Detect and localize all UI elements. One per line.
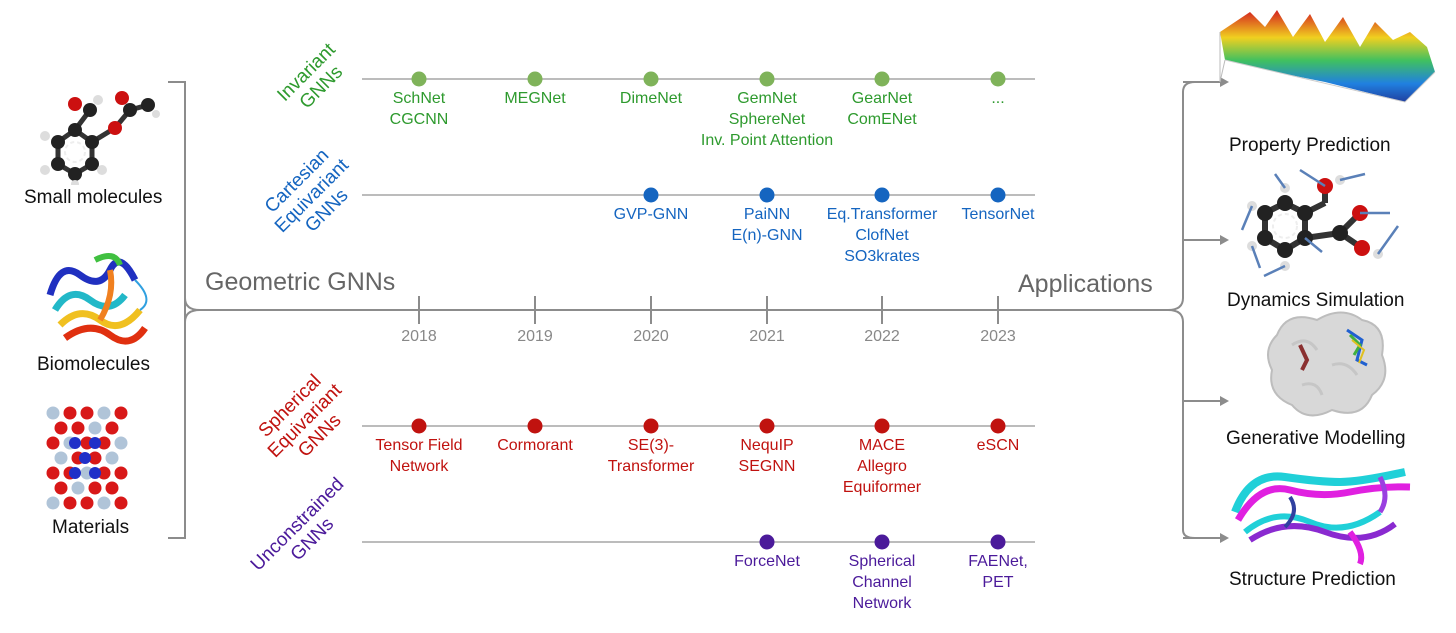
model-label-invariant-2020: DimeNet <box>619 90 683 107</box>
model-label-cartesian-2023: TensorNet <box>961 206 1035 223</box>
application-arrows <box>1183 77 1229 543</box>
timeline-dot-invariant-2018 <box>411 71 427 87</box>
model-label-invariant-2022: GearNet ComENet <box>847 90 917 128</box>
timeline-dot-spherical-2019 <box>527 418 543 434</box>
left-section-title: Geometric GNNs <box>205 268 396 296</box>
timeline-dot-cartesian-2021 <box>759 187 775 203</box>
timeline-dot-unconstrained-2022 <box>874 534 890 550</box>
molecule-forces-icon <box>1240 168 1405 280</box>
timeline-dot-invariant-2019 <box>527 71 543 87</box>
category-lanes <box>362 71 1035 550</box>
model-label-spherical-2020: SE(3)- Transformer <box>607 437 695 475</box>
model-label-invariant-2023: ... <box>991 90 1005 107</box>
protein-ribbon-icon <box>40 250 160 345</box>
input-label-materials: Materials <box>52 517 130 538</box>
app-label-dynamics-simulation: Dynamics Simulation <box>1227 290 1405 311</box>
app-label-generative-modelling: Generative Modelling <box>1226 428 1406 449</box>
year-label-2018: 2018 <box>401 328 437 345</box>
timeline-dot-unconstrained-2023 <box>990 534 1006 550</box>
left-bracket <box>168 81 186 539</box>
model-label-spherical-2023: eSCN <box>976 437 1020 454</box>
year-label-2019: 2019 <box>517 328 553 345</box>
app-label-property-prediction: Property Prediction <box>1229 135 1391 156</box>
timeline-dot-invariant-2021 <box>759 71 775 87</box>
app-label-structure-prediction: Structure Prediction <box>1229 569 1396 590</box>
timeline-dot-spherical-2021 <box>759 418 775 434</box>
model-label-unconstrained-2022: Spherical Channel Network <box>848 553 916 612</box>
application-arrowhead-0 <box>1220 77 1229 87</box>
molecule-icon <box>30 90 160 188</box>
application-arrowhead-1 <box>1220 235 1229 245</box>
model-label-invariant-2019: MEGNet <box>504 90 566 107</box>
timeline-dot-unconstrained-2021 <box>759 534 775 550</box>
year-label-2021: 2021 <box>749 328 785 345</box>
timeline-dot-spherical-2023 <box>990 418 1006 434</box>
timeline-dot-invariant-2023 <box>990 71 1006 87</box>
model-label-cartesian-2020: GVP-GNN <box>613 206 689 223</box>
timeline-dot-cartesian-2022 <box>874 187 890 203</box>
right-section-title: Applications <box>1018 270 1153 298</box>
energy-landscape-icon <box>1215 2 1440 110</box>
timeline-dot-invariant-2022 <box>874 71 890 87</box>
right-bracket <box>1182 81 1226 539</box>
model-label-unconstrained-2021: ForceNet <box>734 553 800 570</box>
crystal-lattice-icon <box>45 405 130 515</box>
year-label-2020: 2020 <box>633 328 669 345</box>
model-label-cartesian-2022: Eq.Transformer ClofNet SO3krates <box>826 206 938 265</box>
year-label-2023: 2023 <box>980 328 1016 345</box>
year-label-2022: 2022 <box>864 328 900 345</box>
timeline-axis-lower <box>184 309 1184 323</box>
model-label-spherical-2018: Tensor Field Network <box>375 437 463 475</box>
model-label-invariant-2021: GemNet SphereNet Inv. Point Attention <box>700 90 834 149</box>
year-ticks <box>418 296 999 324</box>
input-label-small-molecules: Small molecules <box>24 187 163 208</box>
timeline-dot-spherical-2018 <box>411 418 427 434</box>
model-label-spherical-2021: NequIP SEGNN <box>738 437 796 475</box>
timeline-dot-spherical-2022 <box>874 418 890 434</box>
model-label-spherical-2022: MACE Allegro Equiformer <box>842 437 922 496</box>
timeline-dot-spherical-2020 <box>643 418 659 434</box>
timeline-axis <box>184 297 1184 311</box>
input-label-biomolecules: Biomolecules <box>37 354 150 375</box>
protein-surface-icon <box>1262 305 1392 423</box>
timeline-dot-cartesian-2023 <box>990 187 1006 203</box>
timeline-dot-cartesian-2020 <box>643 187 659 203</box>
model-label-unconstrained-2023: FAENet, PET <box>968 553 1028 591</box>
timeline-dot-invariant-2020 <box>643 71 659 87</box>
application-arrowhead-3 <box>1220 533 1229 543</box>
application-arrowhead-2 <box>1220 396 1229 406</box>
model-label-invariant-2018: SchNet CGCNN <box>389 90 449 128</box>
protein-overlay-icon <box>1230 452 1422 570</box>
model-label-cartesian-2021: PaiNN E(n)-GNN <box>731 206 803 244</box>
model-label-spherical-2019: Cormorant <box>497 437 573 454</box>
